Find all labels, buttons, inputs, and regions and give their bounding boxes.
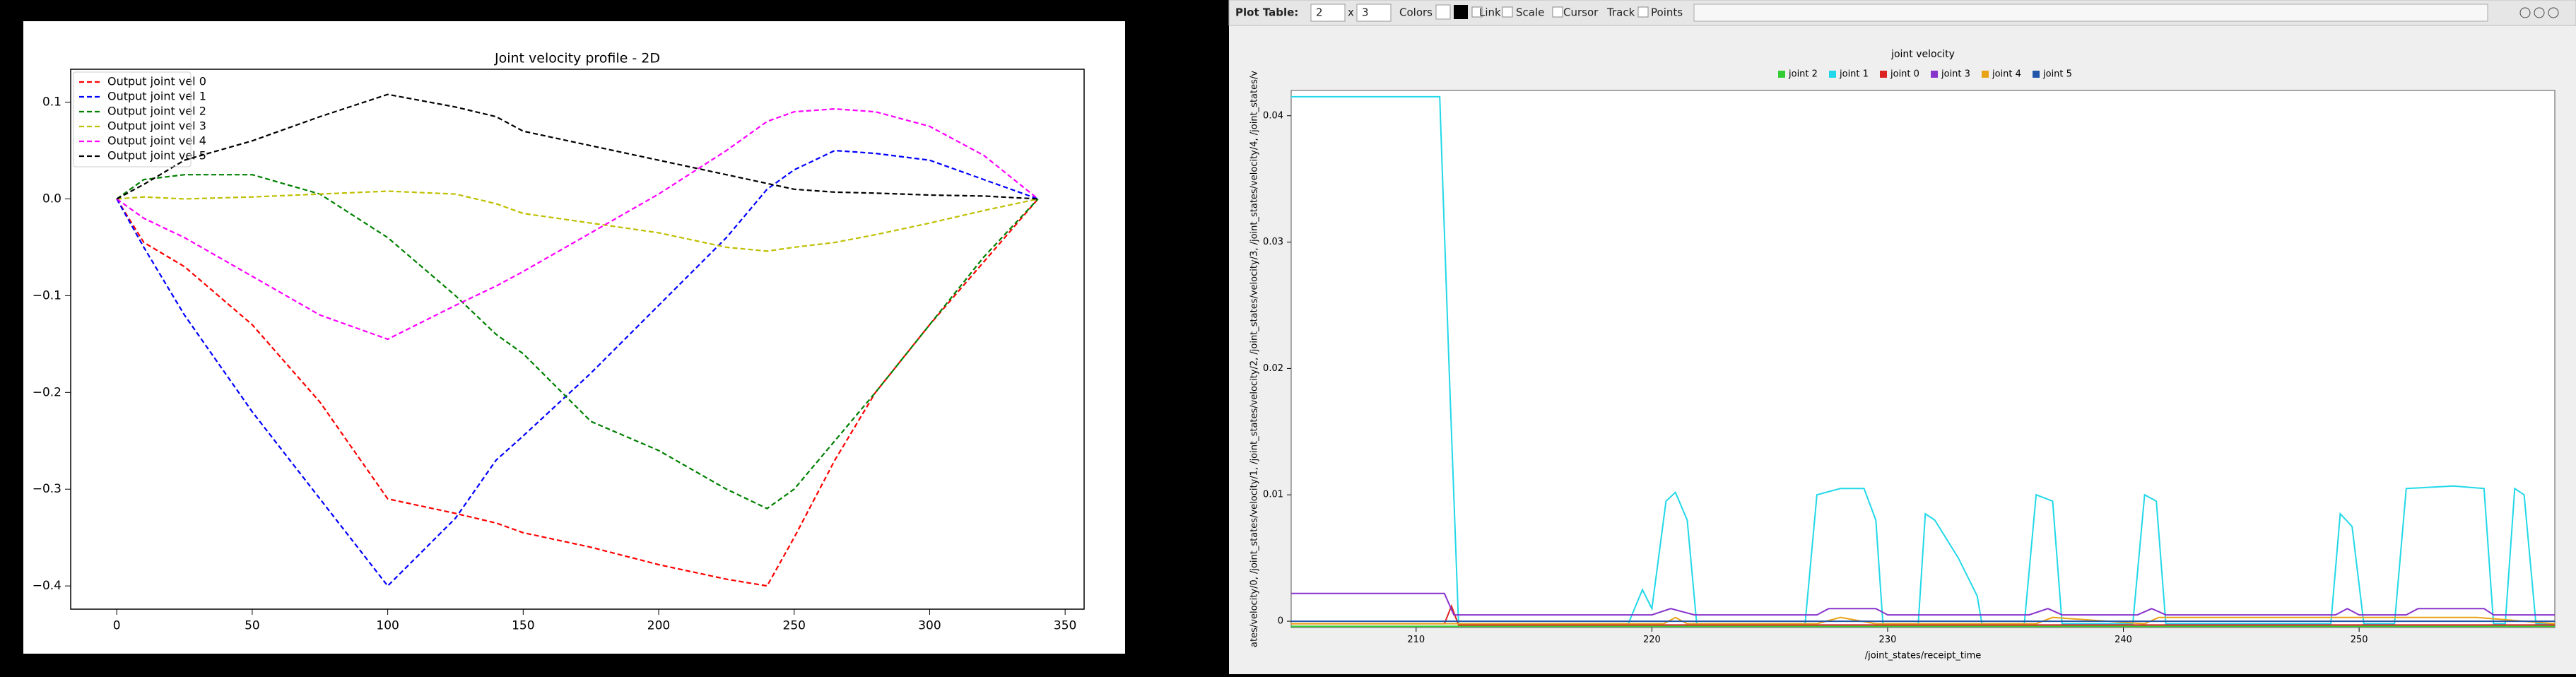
x-tick-label: 250 (2351, 635, 2368, 645)
toolbar-icon[interactable] (2519, 7, 2531, 18)
separator: x (1348, 6, 1354, 19)
legend-label: Output joint vel 5 (107, 149, 206, 163)
legend-label: joint 3 (1941, 69, 1970, 80)
cursor-label: Cursor (1563, 6, 1599, 19)
x-tick-label: 210 (1407, 635, 1425, 645)
legend-label: joint 0 (1890, 69, 1919, 80)
legend-label: Output joint vel 2 (107, 105, 206, 118)
legend-swatch (1880, 71, 1887, 78)
y-tick-label: −0.4 (33, 579, 61, 593)
toolbar-icon[interactable] (2534, 7, 2545, 18)
y-axis-label: ates/velocity/0, /joint_states/velocity/… (1249, 71, 1260, 647)
y-tick-label: −0.3 (33, 482, 61, 496)
cols-spinbox[interactable] (1356, 4, 1392, 22)
x-tick-label: 230 (1879, 635, 1897, 645)
series-line (116, 149, 1039, 587)
checkbox[interactable] (1471, 6, 1483, 18)
legend-label: Output joint vel 1 (107, 90, 206, 103)
legend-label: joint 2 (1788, 69, 1818, 80)
legend-box (73, 71, 192, 167)
plot-area (1290, 90, 2556, 628)
checkbox[interactable] (1637, 6, 1649, 18)
x-tick-label: 350 (1054, 618, 1076, 632)
x-tick-label: 50 (245, 618, 260, 632)
x-tick-label: 250 (783, 618, 806, 632)
series-line (1291, 592, 2555, 616)
x-tick-label: 220 (1643, 635, 1661, 645)
y-tick-label: 0.04 (1263, 110, 1283, 121)
x-tick-label: 0 (113, 618, 121, 632)
scale-label: Scale (1516, 6, 1544, 19)
chart-title: joint velocity (1890, 49, 1955, 60)
legend-label: Output joint vel 3 (107, 119, 206, 133)
legend-swatch (1931, 71, 1938, 78)
y-tick-label: −0.1 (33, 288, 61, 302)
x-tick-label: 300 (918, 618, 941, 632)
points-label: Points (1651, 6, 1683, 19)
figure (23, 21, 1125, 654)
link-label: Link (1479, 6, 1501, 19)
legend-label: Output joint vel 4 (107, 134, 206, 148)
legend-swatch (1829, 71, 1836, 78)
colors-label: Colors (1399, 6, 1433, 19)
rows-spinbox[interactable] (1310, 4, 1346, 22)
chart-title: Joint velocity profile - 2D (494, 51, 660, 66)
series-line (116, 107, 1039, 341)
series-line (1291, 616, 2556, 625)
y-tick-label: 0.03 (1263, 237, 1283, 247)
axes-frame (70, 69, 1085, 610)
legend-label: Output joint vel 0 (107, 75, 206, 88)
color-swatch[interactable] (1454, 5, 1468, 19)
legend-label: joint 4 (1992, 69, 2021, 80)
y-tick-label: 0.0 (42, 192, 61, 206)
topic-field[interactable] (1693, 4, 2488, 22)
toolbar-icon[interactable] (2548, 7, 2559, 18)
series-line (116, 174, 1039, 510)
y-tick-label: −0.2 (33, 385, 61, 399)
y-tick-label: 0.1 (42, 95, 61, 110)
x-tick-label: 150 (512, 618, 534, 632)
x-tick-label: 200 (647, 618, 670, 632)
x-tick-label: 240 (2115, 635, 2132, 645)
legend-swatch (1982, 71, 1989, 78)
series-line (116, 93, 1038, 200)
legend-swatch (1778, 71, 1785, 78)
color-swatch[interactable] (1435, 4, 1451, 20)
track-label: Track (1606, 6, 1635, 19)
y-tick-label: 0.02 (1263, 363, 1283, 374)
checkbox[interactable] (1502, 6, 1513, 18)
checkbox[interactable] (1552, 6, 1563, 18)
series-line (116, 198, 1039, 587)
x-tick-label: 100 (376, 618, 399, 632)
rows-value: 2 (1316, 6, 1323, 19)
y-tick-label: 0.01 (1263, 490, 1283, 500)
cols-value: 3 (1362, 6, 1369, 19)
legend-label: joint 5 (2042, 69, 2072, 80)
x-axis-label: /joint_states/receipt_time (1865, 651, 1982, 661)
toolbar-label: Plot Table: (1235, 6, 1298, 19)
y-tick-label: 0 (1278, 616, 1283, 627)
series-line (117, 190, 1039, 252)
legend-swatch (2033, 71, 2040, 78)
legend-label: joint 1 (1839, 69, 1869, 80)
